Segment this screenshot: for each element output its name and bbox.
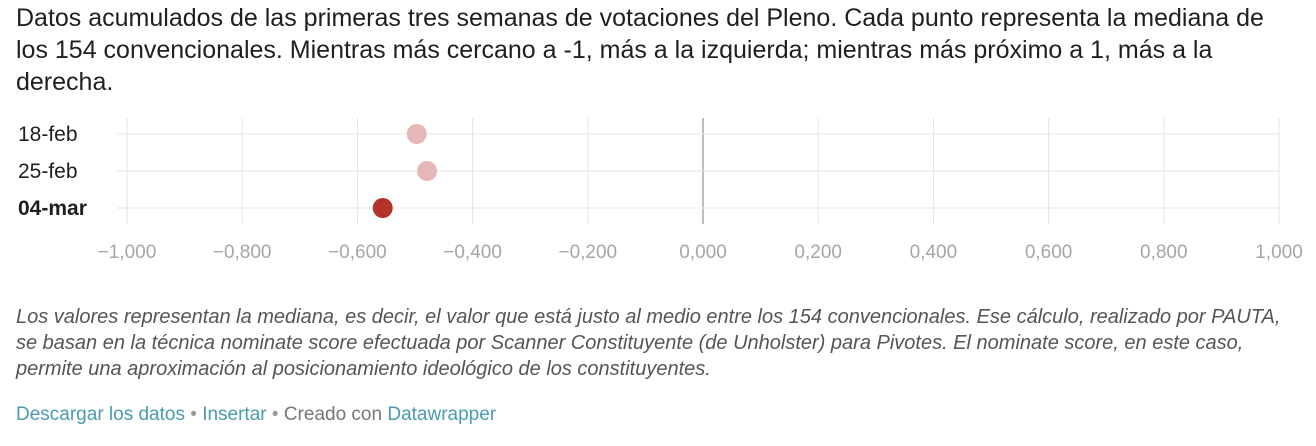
x-tick-label: 0,000: [679, 242, 727, 263]
category-label: 18-feb: [18, 123, 78, 146]
footer-separator: •: [266, 404, 284, 425]
data-points: [372, 124, 438, 218]
chart-description: Datos acumulados de las primeras tres se…: [16, 4, 1264, 96]
embed-link[interactable]: Insertar: [202, 404, 267, 425]
row-lines: [117, 133, 1279, 209]
x-tick-label: −1,000: [98, 242, 157, 263]
datawrapper-link[interactable]: Datawrapper: [387, 404, 497, 425]
x-tick-label: −0,600: [328, 242, 387, 263]
category-label: 25-feb: [18, 160, 78, 183]
x-tick-label: 0,200: [794, 242, 842, 263]
x-tick-label: −0,800: [213, 242, 272, 263]
x-tick-label: 0,400: [910, 242, 958, 263]
data-point: [372, 198, 393, 218]
category-label: 04-mar: [18, 197, 87, 220]
download-data-link[interactable]: Descargar los datos: [16, 404, 185, 425]
x-tick-label: −0,200: [558, 242, 617, 263]
category-labels: 18-feb 25-feb 04-mar: [18, 123, 87, 220]
data-point: [417, 161, 438, 181]
x-tick-label: 1,000: [1255, 242, 1303, 263]
dot-plot-chart: 18-feb 25-feb 04-mar −1,000 −0,800 −0,600 −0,…: [18, 118, 1303, 263]
data-point: [406, 124, 427, 144]
created-with-text: Creado con: [283, 404, 388, 425]
x-tick-label: 0,600: [1025, 242, 1073, 263]
x-tick-label: 0,800: [1140, 242, 1188, 263]
x-tick-label: −0,400: [443, 242, 502, 263]
footer-separator: •: [184, 404, 203, 425]
chart-footer: Descargar los datos • Insertar • Creado …: [16, 403, 496, 427]
chart-notes: Los valores representan la mediana, es d…: [16, 306, 1281, 380]
x-axis-tick-labels: −1,000 −0,800 −0,600 −0,400 −0,200 0,000 0,200…: [98, 242, 1303, 263]
